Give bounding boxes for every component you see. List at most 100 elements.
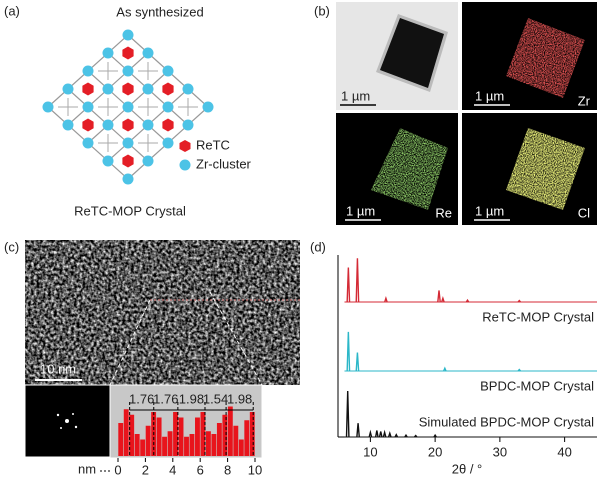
histogram-bar: [140, 439, 146, 456]
histogram-bar: [167, 431, 173, 456]
peak: [433, 433, 437, 438]
zr-cluster: [142, 155, 154, 167]
x-tick-label: 10: [248, 462, 262, 477]
peak: [345, 390, 350, 438]
retc-linker: [122, 154, 134, 168]
peak: [374, 430, 379, 438]
legend-swatch: [179, 159, 191, 171]
panel-label: (d): [310, 239, 326, 254]
legend-swatch: [179, 140, 191, 152]
spacing-label: 1.54: [203, 391, 228, 406]
x-tick-label: 40: [557, 444, 571, 459]
peak: [394, 433, 399, 438]
x-tick-label: 30: [493, 444, 507, 459]
retc-linker: [82, 82, 94, 96]
lattice: [42, 29, 214, 185]
peak: [387, 431, 392, 438]
zr-cluster: [122, 29, 134, 41]
retc-linker: [82, 118, 94, 132]
caption: ReTC-MOP Crystal: [74, 203, 186, 218]
retc-linker: [122, 118, 134, 132]
scale-label: 1 µm: [346, 203, 375, 218]
histogram-bar: [145, 425, 151, 456]
element-label: Re: [435, 205, 452, 220]
panel-title: As synthesized: [116, 4, 203, 19]
histogram-bar: [134, 434, 140, 456]
zr-cluster: [182, 83, 194, 95]
panel-c: (c) 10 nm 0 2 4 6 8 101.761.76 1.981.541.98 nm: [4, 239, 300, 477]
histogram-bar: [244, 420, 250, 456]
panel-a: (a) As synthesized ReTC Zr-cluster ReTC-…: [4, 3, 252, 218]
zr-cluster: [102, 83, 114, 95]
legend-label: ReTC: [196, 137, 230, 152]
zr-cluster: [102, 155, 114, 167]
x-tick-label: 2: [142, 462, 149, 477]
zr-cluster: [122, 101, 134, 113]
peak: [346, 267, 351, 303]
histogram-bar: [216, 423, 222, 456]
x-tick-label: 8: [224, 462, 231, 477]
zr-cluster: [62, 83, 74, 95]
spacing-label: 1.98: [227, 391, 252, 406]
hrtem-texture: [25, 240, 300, 385]
peak: [382, 429, 387, 438]
zr-cluster: [162, 137, 174, 149]
zr-cluster: [62, 119, 74, 131]
histogram-bar: [118, 423, 124, 456]
histogram-bar: [123, 409, 129, 456]
crystal: [380, 18, 444, 88]
element-label: Zr: [578, 93, 591, 108]
panel-label: (b): [314, 3, 330, 18]
histogram-bar: [184, 436, 189, 456]
peak: [346, 331, 351, 372]
zr-cluster: [162, 101, 174, 113]
zr-cluster: [142, 47, 154, 59]
spacing-label: 1.76: [129, 391, 154, 406]
retc-linker: [162, 118, 174, 132]
histogram-bar: [200, 412, 206, 456]
scale-label: 10 nm: [40, 361, 76, 376]
retc-linker: [162, 82, 174, 96]
peak: [442, 366, 447, 372]
histogram-bar: [162, 436, 168, 456]
x-tick-label: 20: [428, 444, 442, 459]
histogram-bar: [195, 417, 200, 456]
x-axis-title: 2θ / °: [452, 461, 483, 476]
zr-cluster: [182, 119, 194, 131]
peak: [404, 433, 408, 438]
scale-label: 1 µm: [475, 203, 504, 218]
zr-cluster: [102, 119, 114, 131]
x-tick-label: 10: [363, 444, 377, 459]
retc-linker: [122, 82, 134, 96]
histogram-bar: [249, 412, 255, 456]
histogram-bar: [238, 439, 244, 456]
histogram-bar: [205, 431, 211, 456]
histogram: 0 2 4 6 8 101.761.76 1.981.541.98: [100, 391, 262, 477]
histogram-bar: [222, 414, 228, 456]
zr-cluster: [162, 65, 174, 77]
zr-cluster: [82, 101, 94, 113]
zr-cluster: [142, 83, 154, 95]
series-label: ReTC-MOP Crystal: [482, 309, 594, 324]
series-label: Simulated BPDC-MOP Crystal: [419, 414, 594, 429]
x-tick-label: 0: [114, 462, 121, 477]
peak: [413, 434, 418, 438]
peak: [465, 298, 470, 303]
panel-d: (d) 2θ / ° 10 20 30 40 ReTC-MOP Crystal BPDC-…: [310, 239, 597, 476]
histogram-bar: [129, 414, 135, 456]
zr-cluster: [122, 65, 134, 77]
spacing-label: 1.76: [153, 391, 178, 406]
peak: [437, 290, 441, 303]
x-tick-label: 6: [197, 462, 204, 477]
zr-cluster: [82, 65, 94, 77]
zr-cluster: [202, 101, 214, 113]
zr-cluster: [82, 137, 94, 149]
peak: [441, 296, 445, 303]
histogram-bar: [173, 412, 178, 456]
peak: [378, 431, 383, 438]
peak: [368, 429, 373, 438]
panel-label: (c): [4, 239, 19, 254]
histogram-bar: [189, 434, 195, 456]
zoom-line: [109, 299, 151, 386]
legend-label: Zr-cluster: [196, 156, 252, 171]
